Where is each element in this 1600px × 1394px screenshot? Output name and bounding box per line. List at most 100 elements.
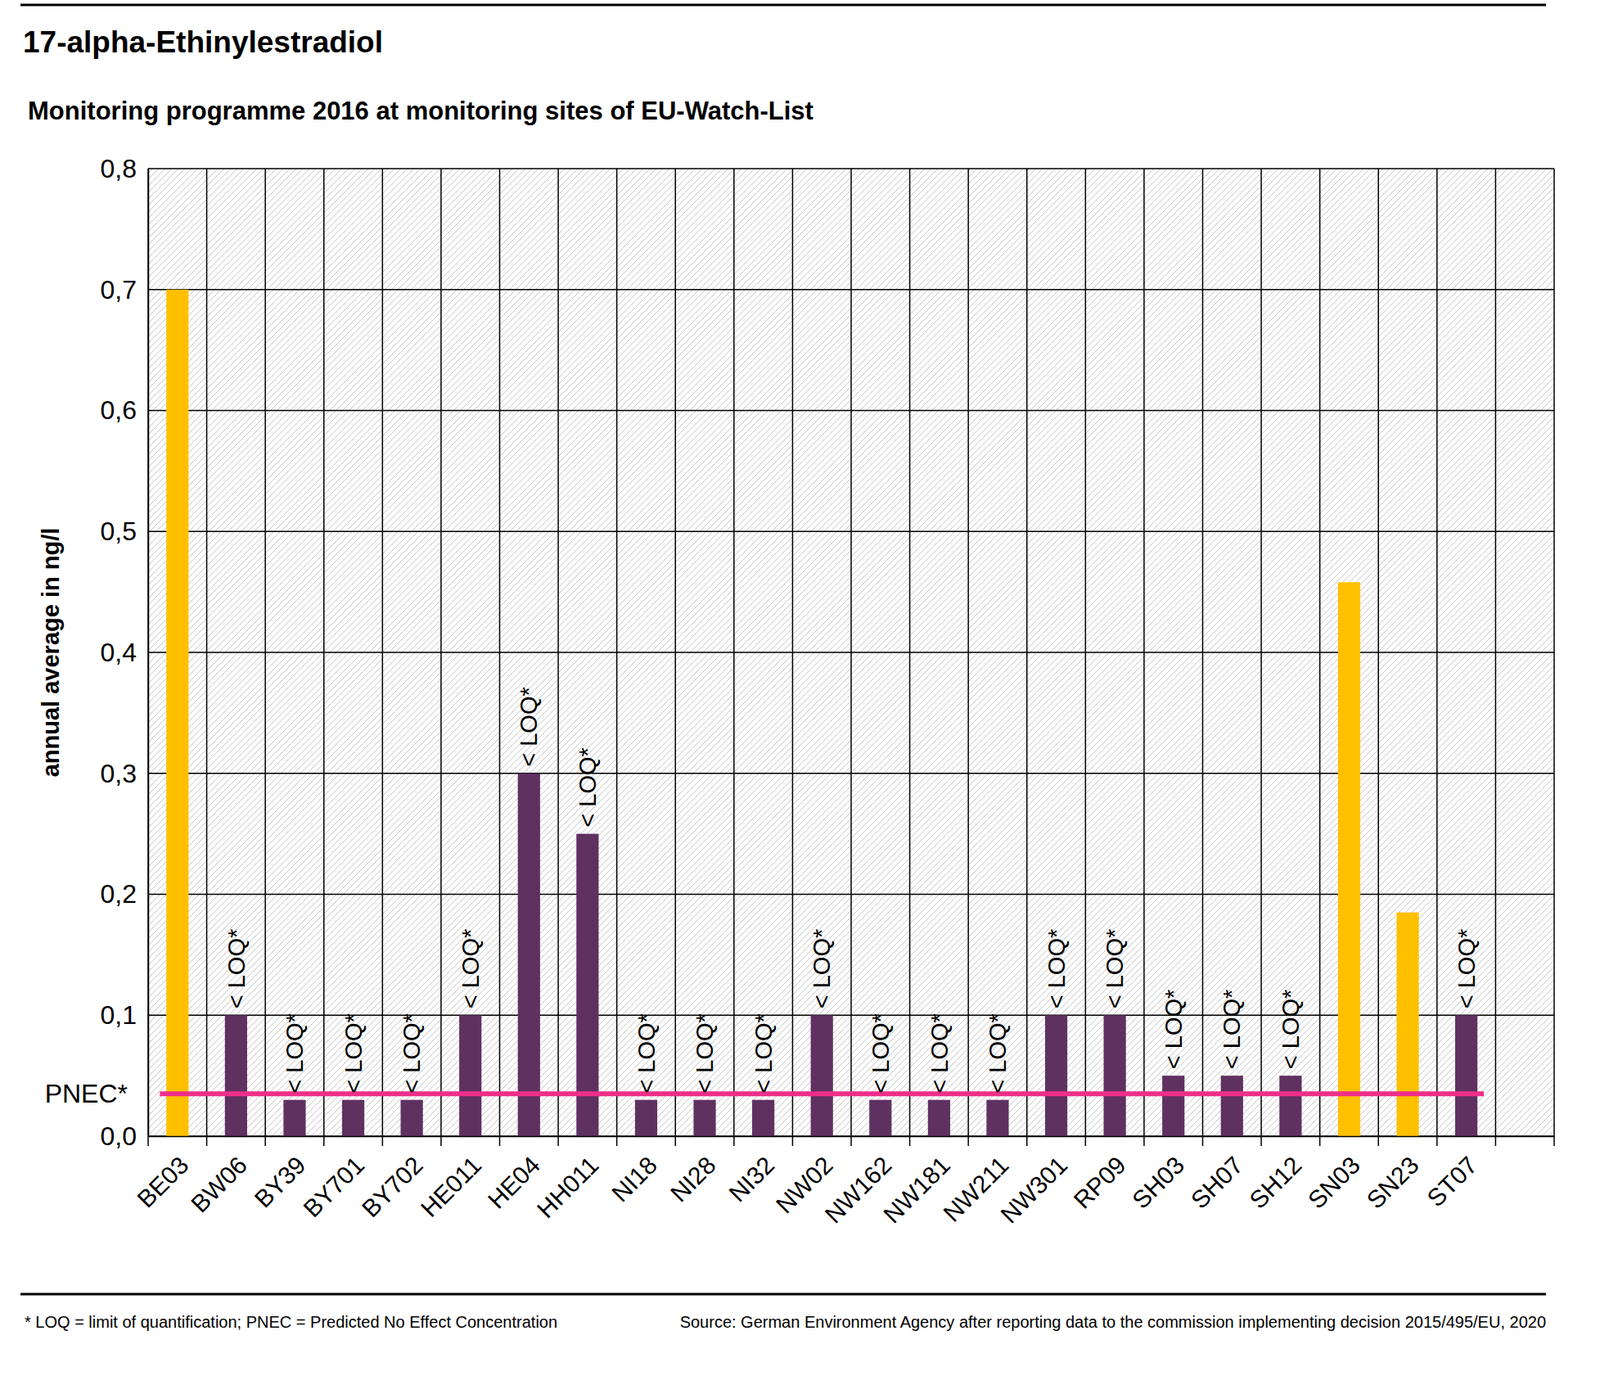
x-tick-label: BE03 <box>131 1150 194 1213</box>
y-axis: 0,00,10,20,30,40,50,60,70,8 <box>100 153 149 1151</box>
top-rule <box>20 4 1546 7</box>
bar-label: < LOQ* <box>633 1013 660 1094</box>
bar <box>166 289 189 1136</box>
grid-line-x <box>499 168 501 1136</box>
bar <box>693 1099 716 1136</box>
y-tick-label: 0,3 <box>100 757 137 788</box>
x-tick: SH12 <box>1243 1135 1307 1214</box>
x-boundary-tick <box>850 1135 852 1146</box>
x-boundary-tick <box>967 1135 970 1146</box>
x-tick-label: ST07 <box>1421 1150 1483 1212</box>
grid <box>148 168 1555 1136</box>
y-tick: 0,7 <box>100 274 149 304</box>
x-boundary-tick <box>1378 1135 1380 1146</box>
grid-line-x <box>147 168 149 1136</box>
y-tick: 0,1 <box>100 1000 149 1030</box>
grid-line-x <box>1202 168 1204 1136</box>
footnote: * LOQ = limit of quantification; PNEC = … <box>24 1312 558 1331</box>
x-tick-label: SN23 <box>1361 1150 1424 1213</box>
x-boundary-tick <box>1202 1135 1204 1146</box>
x-boundary-tick <box>440 1135 442 1146</box>
x-tick: BY701 <box>297 1135 370 1222</box>
x-tick-label: NI18 <box>606 1150 663 1207</box>
y-tick-label: 0,0 <box>100 1121 137 1151</box>
chart: 17-alpha-EthinylestradiolMonitoring prog… <box>0 0 1600 1394</box>
bar <box>283 1099 306 1136</box>
grid-line-x <box>909 168 911 1136</box>
x-axis: BE03BW06BY39BY701BY702HE011HE04HH011NI18… <box>131 1135 1555 1228</box>
grid-line-x <box>1378 168 1380 1136</box>
x-tick: HE011 <box>415 1135 487 1222</box>
bar-label: < LOQ* <box>1277 989 1304 1070</box>
grid-line-x <box>1026 168 1028 1136</box>
x-tick-label: NW301 <box>995 1150 1073 1228</box>
x-boundary-tick <box>1026 1135 1028 1146</box>
reference-label: PNEC* <box>45 1078 128 1109</box>
x-boundary-tick <box>147 1135 149 1146</box>
y-tick-label: 0,6 <box>100 395 137 425</box>
x-boundary-tick <box>616 1135 618 1146</box>
bar-label: < LOQ* <box>750 1013 777 1094</box>
x-tick-label: BY701 <box>297 1150 370 1222</box>
y-tick-label: 0,8 <box>100 153 137 184</box>
x-boundary-tick <box>264 1135 266 1146</box>
bar-label: < LOQ* <box>340 1013 367 1094</box>
x-tick: RP09 <box>1068 1135 1131 1214</box>
plot-background <box>148 168 1555 1136</box>
bar <box>1104 1014 1127 1136</box>
bottom-rule <box>20 1293 1546 1296</box>
y-tick: 0,0 <box>100 1121 149 1151</box>
x-tick-label: NW181 <box>878 1150 956 1228</box>
x-boundary-tick <box>792 1135 794 1146</box>
bar <box>225 1014 248 1136</box>
grid-line-x <box>1260 168 1262 1136</box>
x-boundary-tick <box>1085 1135 1087 1146</box>
grid-line-x <box>1085 168 1087 1136</box>
bar <box>1221 1075 1244 1136</box>
grid-line-x <box>382 168 384 1136</box>
x-tick: SN23 <box>1361 1135 1424 1214</box>
bar-label: < LOQ* <box>1101 928 1128 1010</box>
bar-label: < LOQ* <box>1043 928 1070 1010</box>
bar-label: < LOQ* <box>223 928 250 1010</box>
y-axis-line <box>148 169 150 1137</box>
y-tick: 0,4 <box>100 637 149 668</box>
grid-line-x <box>792 168 794 1136</box>
x-tick-label: BW06 <box>185 1150 253 1217</box>
bar <box>1396 912 1419 1136</box>
x-boundary-tick <box>382 1135 384 1146</box>
bar-labels: < LOQ* < LOQ* < LOQ* < LOQ* < LOQ* < LOQ* < LO… <box>223 686 1480 1093</box>
x-tick: SH03 <box>1126 1135 1190 1214</box>
grid-line-x <box>1319 168 1321 1136</box>
x-tick: SH07 <box>1185 1135 1249 1214</box>
y-tick-label: 0,5 <box>100 516 137 546</box>
source: Source: German Environment Agency after … <box>680 1312 1546 1331</box>
y-tick-label: 0,7 <box>100 274 137 304</box>
bar-label: < LOQ* <box>281 1013 308 1094</box>
bar-label: < LOQ* <box>457 928 484 1010</box>
x-tick: SN03 <box>1302 1135 1366 1214</box>
x-tick-label: SH03 <box>1126 1150 1190 1213</box>
x-boundary-tick <box>675 1135 677 1146</box>
x-tick-label: SH12 <box>1243 1150 1307 1213</box>
y-tick: 0,5 <box>100 516 149 546</box>
y-tick: 0,6 <box>100 395 149 425</box>
x-tick-label: BY702 <box>356 1150 429 1222</box>
bar-label: < LOQ* <box>808 928 835 1010</box>
bar-label: < LOQ* <box>398 1013 425 1094</box>
x-boundary-tick <box>1319 1135 1321 1146</box>
bar <box>459 1014 482 1136</box>
bar <box>518 773 541 1136</box>
subtitle: Monitoring programme 2016 at monitoring … <box>27 96 814 126</box>
x-tick: ST07 <box>1421 1135 1483 1212</box>
bar-label: < LOQ* <box>691 1013 718 1094</box>
bar <box>1045 1014 1068 1136</box>
bar <box>869 1099 892 1136</box>
y-axis-title: annual average in ng/l <box>37 527 64 778</box>
grid-line-x <box>1143 168 1145 1136</box>
bar-label: < LOQ* <box>1453 928 1480 1010</box>
x-tick: NI28 <box>665 1135 722 1207</box>
x-tick-label: NI28 <box>665 1150 722 1207</box>
x-boundary-tick <box>909 1135 911 1146</box>
bar <box>635 1099 658 1136</box>
